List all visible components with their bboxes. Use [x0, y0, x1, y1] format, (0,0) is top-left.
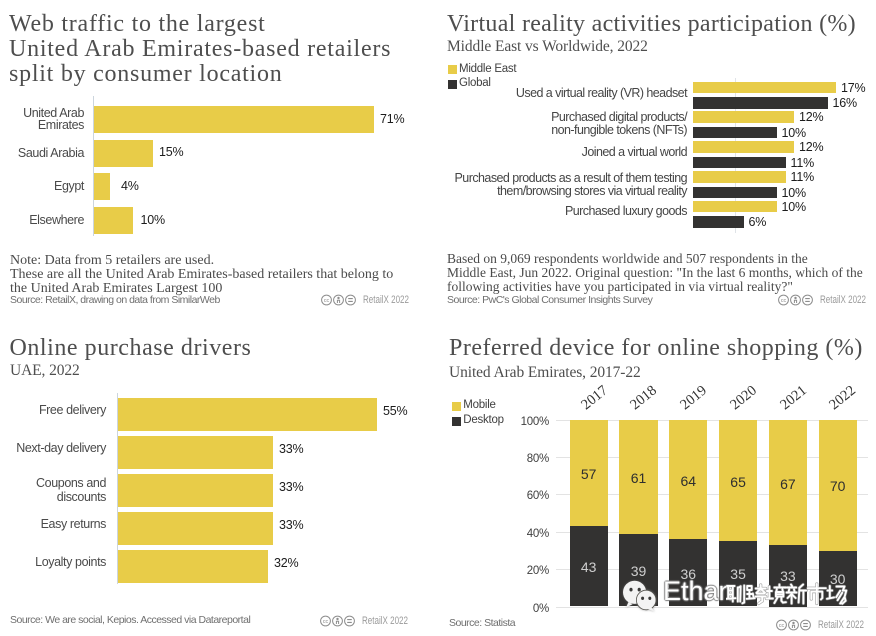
svg-text:cc: cc — [781, 298, 787, 304]
svg-text:cc: cc — [779, 623, 785, 629]
svg-text:cc: cc — [324, 298, 330, 304]
svg-text:cc: cc — [323, 619, 329, 625]
